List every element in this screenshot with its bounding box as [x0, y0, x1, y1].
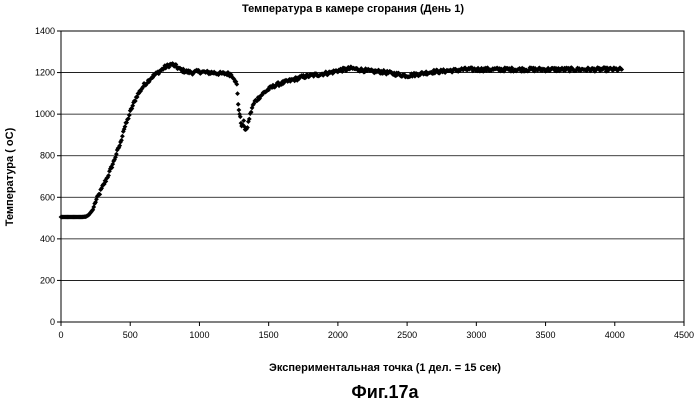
- y-axis-ticks: 0 200 400 600 800 1000 1200 1400: [35, 26, 61, 327]
- y-tick-label: 1000: [35, 109, 55, 119]
- x-tick-label: 1500: [259, 330, 279, 340]
- data-point: [237, 108, 242, 113]
- x-tick-label: 3500: [536, 330, 556, 340]
- x-tick-label: 3000: [466, 330, 486, 340]
- x-tick-label: 4000: [605, 330, 625, 340]
- x-tick-label: 4500: [674, 330, 694, 340]
- data-point: [236, 102, 241, 107]
- y-tick-label: 600: [40, 192, 55, 202]
- chart-title: Температура в камере сгорания (День 1): [242, 3, 464, 15]
- y-tick-label: 400: [40, 234, 55, 244]
- gridlines: [61, 73, 684, 281]
- x-tick-label: 500: [123, 330, 138, 340]
- y-tick-label: 200: [40, 275, 55, 285]
- x-tick-label: 2500: [397, 330, 417, 340]
- x-tick-label: 2000: [328, 330, 348, 340]
- figure-caption: Фиг.17а: [351, 382, 419, 402]
- y-tick-label: 1400: [35, 26, 55, 36]
- y-tick-label: 1200: [35, 68, 55, 78]
- data-points: [59, 61, 625, 219]
- y-tick-label: 0: [50, 317, 55, 327]
- x-tick-label: 1000: [189, 330, 209, 340]
- data-point: [235, 91, 240, 96]
- data-point: [127, 113, 132, 118]
- y-axis-label: Температура ( оС): [4, 127, 16, 226]
- x-axis-label: Экспериментальная точка (1 дел. = 15 сек…: [269, 362, 501, 374]
- x-tick-label: 0: [58, 330, 63, 340]
- data-point: [120, 134, 125, 139]
- y-tick-label: 800: [40, 151, 55, 161]
- x-axis-ticks: 0 500 1000 1500 2000 2500 3000 3500 4000 4500: [58, 322, 694, 340]
